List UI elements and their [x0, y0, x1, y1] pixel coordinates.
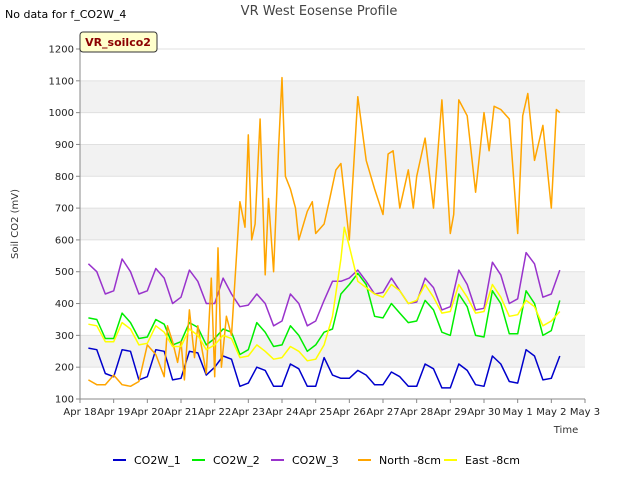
x-tick-label: Apr 21 [164, 407, 197, 418]
y-tick-label: 500 [55, 267, 74, 278]
legend-label: North -8cm [379, 454, 441, 467]
y-tick-label: 900 [55, 140, 74, 151]
y-tick-label: 700 [55, 204, 74, 215]
site-badge: VR_soilco2 [79, 31, 158, 53]
x-tick-label: May 3 [570, 407, 600, 418]
x-tick-label: Apr 18 [63, 407, 96, 418]
y-tick-label: 300 [55, 331, 74, 342]
legend-label: East -8cm [465, 454, 520, 467]
legend-item: CO2W_2 [192, 454, 260, 467]
series-line-east-8cm [88, 226, 561, 362]
y-tick-label: 1000 [49, 108, 74, 119]
legend-item: East -8cm [444, 454, 520, 467]
legend-label: CO2W_1 [134, 454, 181, 467]
series-lines [87, 76, 561, 389]
x-tick-label: Apr 19 [97, 407, 130, 418]
x-tick-label: Apr 22 [198, 407, 231, 418]
y-tick-label: 800 [55, 172, 74, 183]
x-tick-label: Apr 29 [434, 407, 467, 418]
legend-label: CO2W_3 [292, 454, 339, 467]
x-tick-label: Apr 28 [400, 407, 433, 418]
plot-background-bands [80, 49, 585, 399]
x-tick-label: Apr 24 [265, 407, 298, 418]
plot-band [80, 176, 585, 209]
y-tick-label: 200 [55, 363, 74, 374]
plot-band [80, 112, 585, 145]
legend-item: North -8cm [358, 454, 441, 467]
y-tick-label: 1100 [49, 76, 74, 87]
plot-band [80, 367, 585, 399]
legend-item: CO2W_3 [271, 454, 339, 467]
chart-title: VR West Eosense Profile [241, 4, 398, 19]
x-tick-label: May 2 [536, 407, 566, 418]
site-badge-label: VR_soilco2 [85, 36, 151, 49]
no-data-note: No data for f_CO2W_4 [5, 8, 126, 21]
legend: CO2W_1 CO2W_2 CO2W_3 North -8cm East -8cm [113, 454, 520, 467]
x-tick-label: Apr 30 [467, 407, 500, 418]
y-tick-label: 1200 [49, 45, 74, 56]
series-line-co2w-1 [88, 347, 561, 389]
axes-frame [79, 49, 585, 400]
x-axis-ticks: Apr 18 Apr 19 Apr 20 Apr 21 Apr 22 Apr 23 Apr … [63, 399, 600, 418]
y-axis-title: Soil CO2 (mV) [10, 189, 21, 259]
y-tick-label: 400 [55, 299, 74, 310]
plot-band [80, 144, 585, 177]
plot-band [80, 80, 585, 113]
series-line-north-8cm [88, 76, 561, 388]
y-axis-ticks: 100 200 300 400 500 600 700 800 900 1000 1100 1200 [49, 45, 80, 406]
plot-band [80, 208, 585, 240]
legend-label: CO2W_2 [213, 454, 260, 467]
x-axis-title: Time [553, 425, 578, 436]
plot-band [80, 303, 585, 336]
y-tick-label: 100 [55, 395, 74, 406]
x-tick-label: Apr 25 [299, 407, 332, 418]
x-tick-label: Apr 20 [131, 407, 164, 418]
x-tick-label: Apr 23 [232, 407, 265, 418]
series-line-co2w-3 [87, 251, 561, 327]
x-tick-label: May 1 [503, 407, 533, 418]
y-tick-label: 600 [55, 235, 74, 246]
legend-item: CO2W_1 [113, 454, 181, 467]
x-tick-label: Apr 26 [333, 407, 366, 418]
x-tick-label: Apr 27 [366, 407, 399, 418]
plot-band [80, 239, 585, 272]
plot-band [80, 49, 585, 81]
plot-band [80, 271, 585, 304]
